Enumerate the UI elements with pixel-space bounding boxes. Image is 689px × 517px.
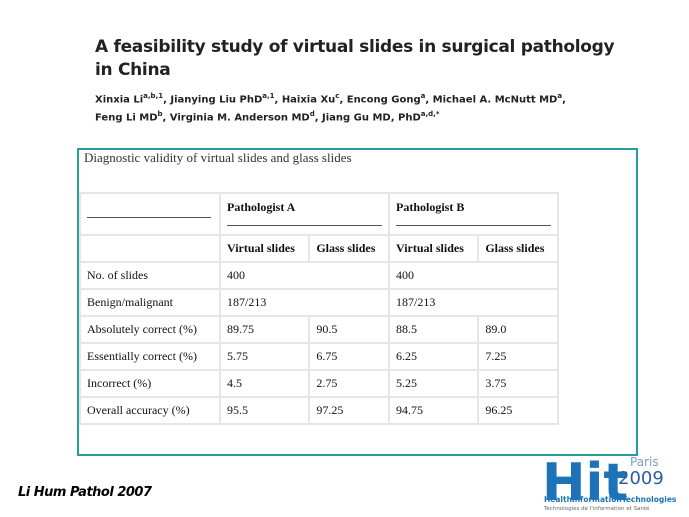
rule <box>87 213 211 218</box>
table-row: No. of slides 400 400 <box>79 261 559 290</box>
logo: Hit Paris 2009 HealthInformationTechnolo… <box>542 453 677 512</box>
logo-city: Paris <box>630 455 659 469</box>
group-label: Pathologist B <box>396 200 551 226</box>
author-name: Xinxia Li <box>95 94 144 106</box>
author-affiliation: a <box>420 92 426 100</box>
cell: 89.75 <box>218 315 311 344</box>
row-label: Essentially correct (%) <box>79 342 221 371</box>
author-affiliation: a <box>557 92 563 100</box>
cell: 89.0 <box>477 315 559 344</box>
table-row: Benign/malignant 187/213 187/213 <box>79 288 559 317</box>
table: Pathologist A Pathologist B Virtual slides… <box>79 192 559 425</box>
table-row: Absolutely correct (%) 89.75 90.5 88.5 89.0 <box>79 315 559 344</box>
table-row: Overall accuracy (%) 95.5 97.25 94.75 96.25 <box>79 396 559 425</box>
cell: 7.25 <box>477 342 559 371</box>
group-label: Pathologist A <box>227 200 382 226</box>
author-name: Jiang Gu MD, PhD <box>322 112 421 124</box>
cell: 6.25 <box>387 342 480 371</box>
cell: 400 <box>388 261 559 290</box>
row-label: Absolutely correct (%) <box>79 315 221 344</box>
cell: 90.5 <box>308 315 390 344</box>
author-affiliation: a,1 <box>262 92 275 100</box>
table-row: Incorrect (%) 4.5 2.75 5.25 3.75 <box>79 369 559 398</box>
logo-mark: Hit <box>542 453 628 512</box>
cell: 96.25 <box>477 396 559 425</box>
authors: Xinxia Lia,b,1, Jianying Liu PhDa,1, Hai… <box>95 89 566 126</box>
header-cell: Pathologist B <box>388 192 559 236</box>
column-label: Glass slides <box>477 234 559 263</box>
header-row: Virtual slides Glass slides Virtual slides… <box>79 234 559 263</box>
row-label: No. of slides <box>79 261 221 290</box>
cell: 95.5 <box>218 396 311 425</box>
cell: 5.75 <box>218 342 311 371</box>
author-name: Michael A. McNutt MD <box>432 94 558 106</box>
header-cell <box>79 234 221 263</box>
row-label: Overall accuracy (%) <box>79 396 221 425</box>
cell: 6.75 <box>308 342 390 371</box>
author-name: Encong Gong <box>346 94 421 106</box>
row-label: Benign/malignant <box>79 288 221 317</box>
citation: Li Hum Pathol 2007 <box>18 485 152 500</box>
cell: 187/213 <box>388 288 559 317</box>
cell: 94.75 <box>387 396 480 425</box>
title: A feasibility study of virtual slides in… <box>95 36 615 82</box>
row-label: Incorrect (%) <box>79 369 221 398</box>
title-line: A feasibility study of virtual slides in… <box>95 37 615 57</box>
author-affiliation: a,d,* <box>420 110 440 119</box>
cell: 97.25 <box>308 396 390 425</box>
header-cell: Pathologist A <box>219 192 390 236</box>
author-affiliation: b <box>157 110 163 119</box>
author-line: Xinxia Lia,b,1, Jianying Liu PhDa,1, Hai… <box>95 92 566 106</box>
header-row: Pathologist A Pathologist B <box>79 192 559 236</box>
logo-name: HealthInformationTechnologies <box>544 495 677 504</box>
author-name: Haixia Xu <box>281 94 336 106</box>
logo-year: 2009 <box>618 468 664 489</box>
cell: 2.75 <box>308 369 390 398</box>
column-label: Glass slides <box>308 234 390 263</box>
cell: 5.25 <box>387 369 480 398</box>
logo-subtitle: Technologies de l'information et Santé <box>543 505 650 512</box>
header-cell <box>79 192 221 236</box>
author-affiliation: d <box>309 110 315 119</box>
author-name: Jianying Liu PhD <box>170 94 263 106</box>
column-label: Virtual slides <box>387 234 480 263</box>
title-line: in China <box>95 60 171 80</box>
cell: 400 <box>219 261 390 290</box>
cell: 4.5 <box>218 369 311 398</box>
author-affiliation: c <box>335 92 340 100</box>
table-caption: Diagnostic validity of virtual slides an… <box>84 150 352 165</box>
author-line: Feng Li MDb, Virginia M. Anderson MDd, J… <box>95 110 440 124</box>
column-label: Virtual slides <box>218 234 311 263</box>
author-affiliation: a,b,1 <box>143 92 164 100</box>
cell: 187/213 <box>219 288 390 317</box>
author-name: Feng Li MD <box>95 112 158 124</box>
table-row: Essentially correct (%) 5.75 6.75 6.25 7.25 <box>79 342 559 371</box>
cell: 3.75 <box>477 369 559 398</box>
cell: 88.5 <box>387 315 480 344</box>
author-name: Virginia M. Anderson MD <box>169 112 310 124</box>
table-frame <box>77 148 638 456</box>
